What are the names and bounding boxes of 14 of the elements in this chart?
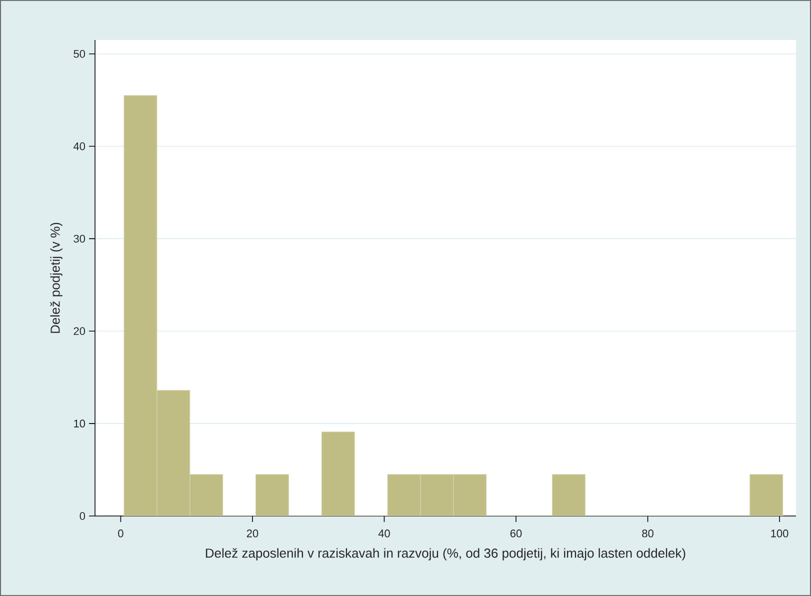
x-tick-label: 40 — [378, 530, 390, 538]
y-tick-label: 50 — [74, 50, 86, 58]
x-tick-label: 0 — [118, 530, 124, 538]
x-tick-label: 80 — [642, 530, 654, 538]
y-tick-label: 20 — [74, 327, 86, 336]
y-tick-label: 40 — [73, 142, 86, 150]
y-tick-label: 30 — [74, 234, 86, 243]
y-axis-title: Delež podjetij (v %) — [50, 222, 62, 333]
y-tick-label: 10 — [74, 420, 86, 428]
x-tick-label: 60 — [510, 530, 522, 538]
y-tick-label: 0 — [80, 512, 86, 520]
x-axis-title: Delež zaposlenih v raziskavah in razvoju (%, od 36 podjetij, ki imajo lasten oddelek) — [206, 548, 686, 560]
x-tick-label: 100 — [771, 530, 788, 538]
x-tick-label: 20 — [246, 530, 258, 538]
